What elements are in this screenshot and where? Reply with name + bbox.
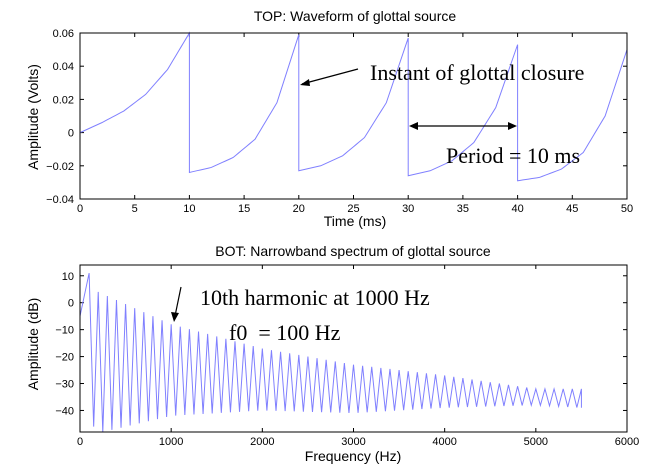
bot-x-tick-label: 0	[77, 436, 83, 448]
glottal-closure-arrow-shaft	[301, 68, 359, 85]
top-x-tick-label: 20	[293, 203, 305, 215]
top-y-tick-label: −0.02	[46, 161, 74, 173]
bot-y-tick-label: −20	[55, 352, 74, 364]
bottom-axes-frame	[79, 264, 628, 433]
top-x-tick-label: 30	[402, 203, 414, 215]
bot-y-tick-label: 10	[62, 271, 74, 283]
bottom-chart-title: BOT: Narrowband spectrum of glottal sour…	[215, 243, 491, 259]
top-chart-panel: TOP: Waveform of glottal source Time (ms…	[25, 8, 633, 229]
glottal-closure-arrow-head	[300, 79, 310, 86]
top-x-tick-label: 40	[511, 203, 523, 215]
top-series-line	[79, 31, 628, 182]
top-x-tick-label: 25	[347, 203, 359, 215]
top-x-tick-label: 5	[132, 203, 138, 215]
bot-y-tick-label: 0	[68, 298, 74, 310]
top-y-tick-label: −0.04	[46, 194, 74, 206]
top-y-tick-label: 0.04	[53, 61, 74, 73]
harmonic-arrow-head	[171, 312, 179, 322]
top-x-axis-label: Time (ms)	[324, 213, 386, 229]
top-chart-title: TOP: Waveform of glottal source	[254, 8, 457, 24]
bot-x-tick-label: 4000	[432, 436, 456, 448]
bot-x-tick-label: 5000	[524, 436, 548, 448]
bottom-series-line	[79, 272, 582, 433]
top-y-tick-label: 0.02	[53, 94, 74, 106]
bot-x-tick-label: 1000	[159, 436, 183, 448]
period-arrow-head-right	[508, 122, 517, 130]
bot-x-tick-label: 6000	[615, 436, 639, 448]
bot-y-tick-label: −40	[55, 405, 74, 417]
top-x-tick-label: 15	[238, 203, 250, 215]
top-x-tick-label: 35	[457, 203, 469, 215]
bottom-chart-panel: BOT: Narrowband spectrum of glottal sour…	[25, 243, 639, 464]
glottal-closure-label: Instant of glottal closure	[370, 60, 584, 85]
harmonic-label: 10th harmonic at 1000 Hz	[200, 285, 430, 310]
top-x-tick-label: 45	[566, 203, 578, 215]
period-arrow-head-left	[409, 122, 418, 130]
bot-y-tick-label: −30	[55, 379, 74, 391]
top-x-tick-label: 10	[183, 203, 195, 215]
bot-x-tick-label: 2000	[250, 436, 274, 448]
f0-label: f0 = 100 Hz	[229, 320, 341, 345]
harmonic-arrow-shaft	[174, 286, 182, 317]
top-x-tick-label: 0	[77, 203, 83, 215]
top-y-tick-label: 0	[68, 128, 74, 140]
bot-x-tick-label: 3000	[341, 436, 365, 448]
bottom-x-axis-label: Frequency (Hz)	[305, 448, 401, 464]
top-y-axis-label: Amplitude (Volts)	[25, 64, 41, 170]
top-x-tick-label: 50	[621, 203, 633, 215]
top-axes-frame	[79, 32, 628, 200]
period-label: Period = 10 ms	[446, 143, 580, 168]
bottom-y-axis-label: Amplitude (dB)	[25, 298, 41, 391]
bot-y-tick-label: −10	[55, 325, 74, 337]
top-y-tick-label: 0.06	[53, 28, 74, 40]
